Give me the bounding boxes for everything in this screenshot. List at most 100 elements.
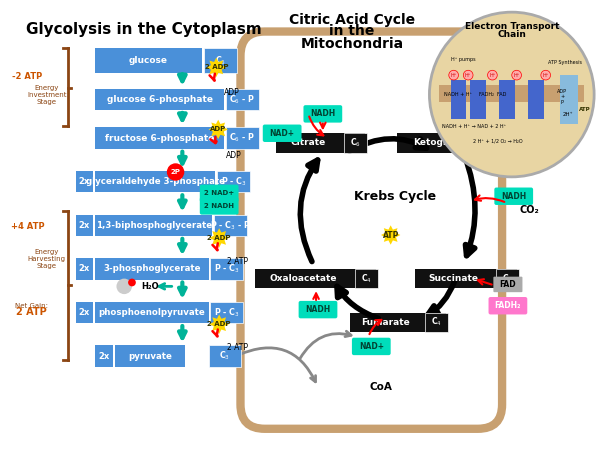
FancyBboxPatch shape	[211, 258, 244, 280]
FancyBboxPatch shape	[425, 313, 448, 332]
Text: 2 ADP: 2 ADP	[207, 235, 231, 241]
Text: 2x: 2x	[99, 352, 110, 360]
Text: FAD: FAD	[499, 280, 516, 289]
Circle shape	[463, 70, 473, 80]
FancyBboxPatch shape	[95, 89, 224, 110]
Text: H⁺: H⁺	[489, 73, 496, 78]
Polygon shape	[209, 228, 229, 248]
Polygon shape	[207, 58, 226, 77]
Text: ADP
+
P: ADP + P	[557, 89, 567, 105]
Text: 2x: 2x	[79, 177, 90, 186]
FancyBboxPatch shape	[95, 48, 202, 73]
Text: Energy
Investment
Stage: Energy Investment Stage	[27, 85, 67, 104]
FancyBboxPatch shape	[499, 80, 515, 119]
FancyBboxPatch shape	[275, 133, 365, 153]
Text: FADH₂: FADH₂	[494, 301, 521, 310]
FancyBboxPatch shape	[204, 48, 237, 73]
Text: C$_6$: C$_6$	[215, 55, 226, 67]
Text: ADP: ADP	[210, 126, 226, 133]
Text: Fumarate: Fumarate	[362, 318, 410, 327]
Text: NADH: NADH	[310, 110, 335, 118]
FancyBboxPatch shape	[488, 154, 526, 171]
FancyBboxPatch shape	[76, 302, 93, 323]
Text: in the: in the	[329, 24, 375, 39]
Text: Mitochondria: Mitochondria	[300, 37, 403, 51]
FancyBboxPatch shape	[214, 215, 247, 236]
FancyBboxPatch shape	[114, 345, 185, 367]
Text: 2 ADP: 2 ADP	[207, 321, 231, 327]
Text: 2x: 2x	[79, 308, 90, 317]
Circle shape	[430, 12, 594, 177]
FancyBboxPatch shape	[488, 297, 528, 314]
Text: 2 ATP: 2 ATP	[227, 343, 248, 352]
Text: ATP: ATP	[578, 107, 590, 111]
Polygon shape	[209, 120, 228, 139]
Text: P - C$_3$: P - C$_3$	[221, 175, 247, 188]
Text: P - C$_3$ - P: P - C$_3$ - P	[211, 219, 252, 232]
FancyBboxPatch shape	[397, 133, 524, 153]
Text: fructose 6-phosphate: fructose 6-phosphate	[105, 133, 214, 142]
Circle shape	[167, 163, 184, 181]
FancyBboxPatch shape	[241, 31, 502, 429]
FancyBboxPatch shape	[560, 75, 578, 124]
Text: Citric Acid Cycle: Citric Acid Cycle	[289, 13, 415, 27]
FancyBboxPatch shape	[415, 269, 517, 288]
FancyBboxPatch shape	[76, 258, 93, 280]
FancyBboxPatch shape	[494, 188, 533, 205]
FancyBboxPatch shape	[95, 171, 215, 192]
Text: glyceraldehyde 3-phosphate: glyceraldehyde 3-phosphate	[86, 177, 225, 186]
Text: pyruvate: pyruvate	[128, 352, 172, 360]
Text: H⁺: H⁺	[465, 73, 471, 78]
Polygon shape	[381, 225, 400, 245]
FancyBboxPatch shape	[304, 105, 342, 123]
Text: P - C$_3$: P - C$_3$	[214, 263, 240, 275]
Text: 2 H⁺ + 1/2 O₂ → H₂O: 2 H⁺ + 1/2 O₂ → H₂O	[473, 139, 523, 144]
Text: 2 ADP: 2 ADP	[204, 64, 228, 70]
Polygon shape	[575, 99, 594, 119]
Text: Energy
Harvesting
Stage: Energy Harvesting Stage	[28, 249, 65, 269]
FancyBboxPatch shape	[439, 85, 584, 102]
Text: +4 ATP: +4 ATP	[10, 222, 44, 231]
Text: Krebs Cycle: Krebs Cycle	[354, 190, 436, 203]
Text: -2 ATP: -2 ATP	[12, 72, 42, 81]
Circle shape	[449, 70, 458, 80]
Text: NADH: NADH	[501, 192, 526, 201]
Text: C$_6$ - P: C$_6$ - P	[230, 93, 255, 106]
Text: C$_6$ - P: C$_6$ - P	[230, 132, 255, 144]
FancyBboxPatch shape	[355, 269, 378, 288]
FancyBboxPatch shape	[350, 313, 446, 332]
FancyBboxPatch shape	[470, 80, 485, 119]
Text: ATP: ATP	[382, 230, 399, 240]
Text: 2 NADH: 2 NADH	[204, 203, 234, 209]
FancyBboxPatch shape	[451, 80, 466, 119]
Text: 2x: 2x	[79, 221, 90, 230]
FancyBboxPatch shape	[352, 338, 390, 355]
FancyBboxPatch shape	[493, 277, 523, 292]
Text: C$_5$: C$_5$	[510, 137, 520, 149]
FancyBboxPatch shape	[496, 269, 519, 288]
FancyBboxPatch shape	[76, 215, 93, 236]
Text: NADH + H⁺: NADH + H⁺	[444, 93, 472, 97]
Text: glucose: glucose	[129, 56, 168, 65]
Text: 2x: 2x	[79, 265, 90, 274]
FancyBboxPatch shape	[226, 127, 259, 149]
Text: H⁺: H⁺	[450, 73, 457, 78]
Text: 2 NAD+: 2 NAD+	[204, 190, 234, 196]
Text: Citrate: Citrate	[291, 139, 326, 148]
Text: FADH₂  FAD: FADH₂ FAD	[479, 93, 506, 97]
Text: C$_4$: C$_4$	[502, 272, 513, 285]
FancyBboxPatch shape	[226, 89, 259, 110]
Text: NAD+: NAD+	[494, 158, 520, 167]
FancyBboxPatch shape	[95, 215, 212, 236]
Text: Chain: Chain	[498, 31, 526, 39]
FancyBboxPatch shape	[528, 80, 543, 119]
Text: P - C$_3$: P - C$_3$	[214, 306, 240, 319]
Text: NAD+: NAD+	[270, 129, 294, 138]
Text: NADH + H⁺ → NAD + 2 H⁺: NADH + H⁺ → NAD + 2 H⁺	[442, 125, 506, 129]
Text: CO₂: CO₂	[439, 91, 458, 102]
Text: Net Gain:: Net Gain:	[15, 303, 48, 309]
Text: 3-phosphoglycerate: 3-phosphoglycerate	[103, 265, 201, 274]
Polygon shape	[209, 314, 229, 334]
FancyBboxPatch shape	[95, 302, 209, 323]
FancyBboxPatch shape	[200, 185, 239, 202]
